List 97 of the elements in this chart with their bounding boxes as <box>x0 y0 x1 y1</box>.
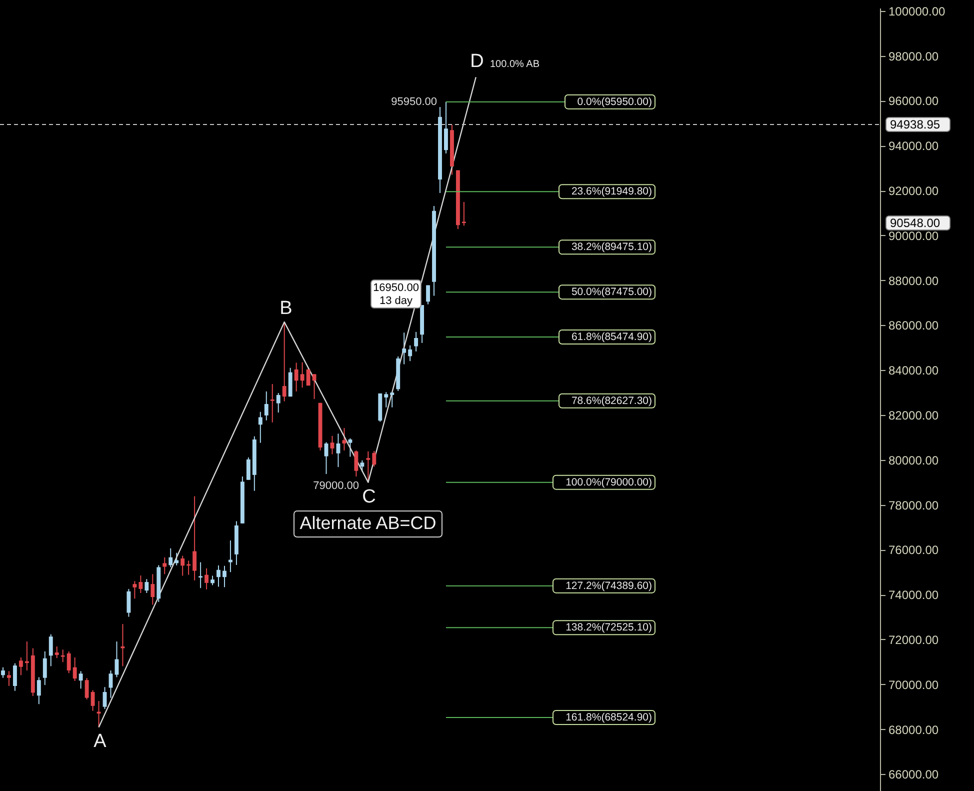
candlestick <box>264 390 268 421</box>
y-tick-label: 90000.00 <box>888 228 939 243</box>
ref-line-label: 0.0%(95950.00) <box>577 96 652 108</box>
y-tick-label: 100000.00 <box>888 4 946 18</box>
candlestick <box>258 411 262 444</box>
y-tick-label: 80000.00 <box>888 453 939 468</box>
y-tick-label: 68000.00 <box>888 722 939 737</box>
y-tick-label: 78000.00 <box>888 498 939 512</box>
y-tick-label: 72000.00 <box>888 632 939 647</box>
candlestick <box>324 442 328 475</box>
y-tick-label: 76000.00 <box>888 543 939 558</box>
ref-line-label: 94938.95 <box>890 118 940 132</box>
candlestick <box>204 568 209 590</box>
candlestick <box>462 201 466 226</box>
y-tick-label: 94000.00 <box>888 139 939 154</box>
annotation: 100.0% AB <box>490 59 540 70</box>
annotation: D <box>470 51 484 72</box>
candlestick <box>150 574 155 606</box>
candlestick <box>198 562 203 589</box>
y-tick-label: 92000.00 <box>888 184 939 198</box>
candlestick <box>408 344 412 362</box>
candlestick <box>294 362 298 392</box>
candlestick <box>444 101 448 154</box>
candlestick <box>66 650 71 674</box>
y-tick-label: 66000.00 <box>888 768 939 782</box>
ref-line-label: 78.6%(82627.30) <box>571 394 652 407</box>
candlestick <box>138 574 143 594</box>
annotation: 79000.00 <box>313 480 359 492</box>
candlestick <box>414 331 418 352</box>
candlestick <box>12 662 17 692</box>
annotation: Alternate AB=CD <box>300 513 436 533</box>
candlestick <box>60 649 65 663</box>
y-tick-label: 88000.00 <box>888 274 939 288</box>
candlestick <box>48 634 53 667</box>
candlestick <box>300 362 304 388</box>
candlestick <box>180 555 185 576</box>
candlestick <box>276 392 280 414</box>
annotation: B <box>280 298 292 320</box>
candlestick <box>162 556 167 575</box>
candlestick <box>174 552 179 566</box>
candlestick <box>54 646 59 659</box>
text: 90548.00 <box>890 216 940 230</box>
candlestick <box>312 374 316 400</box>
line-series <box>98 76 477 728</box>
annotation: A <box>94 731 107 752</box>
candlestick <box>18 656 23 676</box>
candlestick <box>144 578 149 594</box>
candlestick <box>90 690 95 712</box>
candlestick <box>342 428 346 451</box>
candlestick <box>222 565 226 588</box>
ref-line-label: 100.0%(79000.00) <box>566 476 652 488</box>
candlestick <box>372 450 376 468</box>
candlestick <box>102 686 107 710</box>
candlestick <box>24 640 29 671</box>
candlestick <box>192 496 197 581</box>
candlestick <box>216 564 220 588</box>
candlestick <box>354 450 358 477</box>
ref-line-label: 23.6%(91949.80) <box>571 186 652 198</box>
y-tick-label: 86000.00 <box>888 318 939 333</box>
ref-line-label: 127.2%(74389.60) <box>566 580 652 592</box>
ref-line-label: 161.8%(68524.90) <box>566 711 652 724</box>
candlestick <box>390 392 394 408</box>
candlestick <box>72 656 77 682</box>
annotation: C <box>362 486 376 508</box>
candlestick <box>246 456 250 480</box>
candlestick <box>132 580 137 600</box>
candlestick <box>210 575 214 586</box>
candlestick <box>366 450 370 483</box>
y-tick-label: 84000.00 <box>888 364 939 378</box>
y-tick-label: 96000.00 <box>888 94 939 108</box>
candlestick <box>42 650 47 686</box>
y-tick-label: 70000.00 <box>888 678 939 692</box>
ref-line-label: 38.2%(89475.10) <box>571 241 652 254</box>
y-tick-label: 98000.00 <box>888 49 939 64</box>
candlestick <box>426 284 430 305</box>
candlestick <box>228 540 232 573</box>
candlestick <box>348 438 352 458</box>
y-tick-label: 82000.00 <box>888 408 939 422</box>
y-tick-label: 74000.00 <box>888 588 939 602</box>
candlestick <box>168 548 173 568</box>
candlestick <box>330 435 334 455</box>
candlestick <box>336 433 340 468</box>
annotation: 16950.00 13 day <box>373 282 419 307</box>
candlestick <box>36 676 41 705</box>
candlestick <box>126 588 131 618</box>
candlestick <box>402 332 406 365</box>
candlestick <box>78 670 83 690</box>
candlestick <box>7 670 11 686</box>
candlestick <box>282 322 286 402</box>
ref-line-label: 50.0%(87475.00) <box>571 286 652 298</box>
ref-line-label: 138.2%(72525.10) <box>566 622 652 634</box>
annotation: 95950.00 <box>391 96 437 108</box>
candlestick <box>1 666 5 678</box>
candlestick <box>384 392 388 408</box>
candlestick <box>84 678 89 700</box>
candlestick <box>270 384 274 423</box>
ref-line-label: 61.8%(85474.90) <box>571 330 652 343</box>
